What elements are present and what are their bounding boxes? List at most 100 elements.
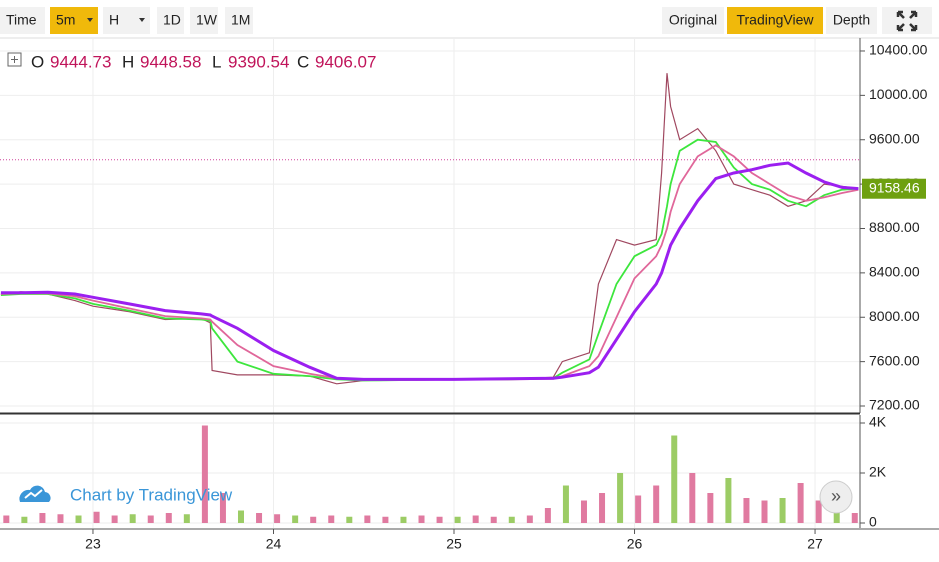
volume-bar (57, 514, 64, 523)
x-tick-label: 27 (807, 536, 823, 552)
volume-bar (653, 485, 660, 523)
x-tick-label: 23 (85, 536, 101, 552)
moving-average (0, 138, 859, 382)
volume-bar (617, 473, 624, 523)
dropdown-arrow (87, 18, 93, 22)
y-tick-label: 7200.00 (869, 397, 920, 413)
volume-bar (39, 513, 46, 523)
volume-bar (201, 425, 208, 523)
volume-bar (75, 515, 82, 523)
volume-bar (671, 435, 678, 523)
y-tick-label: 8000.00 (869, 308, 920, 324)
toolbar-button[interactable] (662, 7, 724, 34)
volume-bar (219, 493, 226, 523)
volume-bar (274, 514, 281, 523)
toolbar-button[interactable] (225, 7, 253, 34)
toolbar-button[interactable] (0, 7, 45, 34)
volume-bar (580, 500, 587, 523)
last-price-label: 9158.46 (869, 179, 920, 195)
y-tick-label: 10000.00 (869, 86, 928, 102)
toolbar-label: TradingView (736, 12, 814, 28)
toolbar-label: 1M (231, 12, 250, 28)
toolbar-label: Original (669, 12, 717, 28)
toolbar-button[interactable] (826, 7, 877, 34)
y-tick-label: 8800.00 (869, 219, 920, 235)
toolbar-label: 5m (56, 12, 75, 28)
scroll-button-label: » (831, 486, 841, 506)
y-tick-label: 10400.00 (869, 42, 928, 58)
x-tick-label: 24 (266, 536, 282, 552)
volume-bar (544, 508, 551, 523)
volume-bar (256, 513, 263, 523)
volume-bar (725, 478, 732, 523)
y-tick-label: 2K (869, 464, 887, 480)
volume-bar (508, 516, 515, 523)
toolbar-button[interactable] (157, 7, 184, 34)
y-tick-label: 9600.00 (869, 130, 920, 146)
volume-bar (382, 516, 389, 523)
toolbar-label: H (109, 12, 119, 28)
legend-toggle-icon (11, 56, 18, 63)
moving-average (0, 161, 859, 381)
watermark: Chart by TradingView (70, 485, 233, 504)
volume-bar (328, 515, 335, 523)
y-tick-label: 0 (869, 514, 877, 530)
volume-bar (562, 485, 569, 523)
ohlc-value: 9406.07 (315, 52, 376, 71)
volume-bar (689, 473, 696, 523)
fullscreen-button[interactable] (882, 7, 932, 34)
scroll-button[interactable] (819, 480, 853, 514)
ohlc-value: 9444.73 (50, 52, 111, 71)
volume-bar (93, 511, 100, 523)
volume-bar (400, 516, 407, 523)
volume-bar (147, 515, 154, 523)
volume-bar (761, 500, 768, 523)
toolbar-button[interactable] (727, 7, 823, 34)
x-tick-label: 26 (627, 536, 643, 552)
volume-bar (833, 505, 840, 523)
volume-bar (364, 515, 371, 523)
volume-bar (183, 514, 190, 523)
volume-bar (635, 495, 642, 523)
volume-bar (472, 515, 479, 523)
volume-bar (292, 515, 299, 523)
y-tick-label: 8400.00 (869, 264, 920, 280)
volume-bar (526, 515, 533, 523)
volume-bar (21, 516, 28, 523)
toolbar-label: 1W (196, 12, 218, 28)
volume-bar (346, 516, 353, 523)
ohlc-value: 9390.54 (228, 52, 289, 71)
fullscreen-icon (896, 10, 918, 32)
volume-bar (707, 493, 714, 523)
volume-bar (165, 513, 172, 523)
volume-bar (111, 515, 118, 523)
volume-bar (436, 516, 443, 523)
volume-bar (797, 483, 804, 523)
ohlc-label: C (297, 52, 309, 71)
volume-bar (851, 513, 858, 523)
ohlc-label: O (31, 52, 44, 71)
watermark-icon-line (24, 489, 43, 499)
ohlc-label: H (122, 52, 134, 71)
volume-bar (310, 516, 317, 523)
volume-bar (599, 493, 606, 523)
volume-bar (129, 514, 136, 523)
volume-bar (3, 515, 10, 523)
toolbar-label: Time (6, 12, 37, 28)
volume-bar (454, 516, 461, 523)
ohlc-label: L (212, 52, 221, 71)
volume-bar (779, 498, 786, 523)
volume-bar (743, 498, 750, 523)
y-tick-label: 7600.00 (869, 352, 920, 368)
last-price-tag (862, 178, 926, 199)
volume-bar (237, 510, 244, 523)
volume-bar (490, 516, 497, 523)
dropdown-arrow (139, 18, 145, 22)
toolbar-button[interactable] (190, 7, 218, 34)
volume-bar (418, 515, 425, 523)
toolbar-label: Depth (833, 12, 870, 28)
watermark-icon (19, 485, 51, 502)
